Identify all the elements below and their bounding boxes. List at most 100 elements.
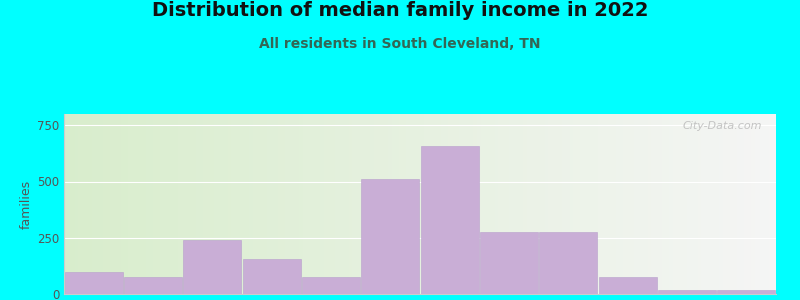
Bar xyxy=(754,114,758,294)
Bar xyxy=(430,114,434,294)
Y-axis label: families: families xyxy=(20,179,33,229)
Bar xyxy=(722,114,726,294)
Bar xyxy=(598,114,602,294)
Bar xyxy=(669,114,673,294)
Bar xyxy=(552,114,555,294)
Bar xyxy=(637,114,641,294)
Bar xyxy=(651,114,655,294)
Bar xyxy=(206,114,210,294)
Bar xyxy=(605,114,609,294)
Bar xyxy=(292,114,295,294)
Bar xyxy=(548,114,552,294)
Bar xyxy=(327,114,331,294)
Bar xyxy=(125,114,128,294)
Bar xyxy=(366,114,370,294)
Bar xyxy=(559,114,562,294)
Bar xyxy=(477,114,481,294)
Text: City-Data.com: City-Data.com xyxy=(682,121,762,131)
Bar xyxy=(338,114,342,294)
Bar xyxy=(391,114,395,294)
Bar xyxy=(285,114,288,294)
Bar xyxy=(388,114,391,294)
Bar xyxy=(423,114,427,294)
Bar xyxy=(370,114,374,294)
Bar xyxy=(449,114,452,294)
Bar xyxy=(362,179,419,294)
Bar xyxy=(146,114,150,294)
Bar xyxy=(683,114,687,294)
Bar xyxy=(474,114,477,294)
Bar xyxy=(410,114,413,294)
Bar xyxy=(398,114,402,294)
Bar xyxy=(235,114,238,294)
Bar xyxy=(766,114,769,294)
Bar xyxy=(609,114,612,294)
Bar xyxy=(698,114,702,294)
Bar xyxy=(712,114,715,294)
Bar xyxy=(539,232,598,294)
Bar xyxy=(182,114,185,294)
Bar xyxy=(734,114,737,294)
Bar xyxy=(288,114,292,294)
Bar xyxy=(523,114,527,294)
Bar xyxy=(641,114,644,294)
Bar xyxy=(260,114,263,294)
Bar xyxy=(331,114,334,294)
Bar xyxy=(445,114,449,294)
Bar xyxy=(378,114,381,294)
Bar xyxy=(160,114,164,294)
Bar xyxy=(395,114,398,294)
Bar xyxy=(470,114,474,294)
Bar xyxy=(310,114,314,294)
Bar xyxy=(67,114,71,294)
Bar xyxy=(718,290,775,294)
Bar xyxy=(253,114,256,294)
Bar xyxy=(680,114,683,294)
Bar xyxy=(263,114,267,294)
Bar xyxy=(538,114,541,294)
Bar xyxy=(302,277,360,294)
Bar xyxy=(481,114,484,294)
Bar xyxy=(74,114,78,294)
Bar xyxy=(438,114,442,294)
Bar xyxy=(334,114,338,294)
Bar xyxy=(751,114,754,294)
Bar xyxy=(562,114,566,294)
Bar xyxy=(747,114,751,294)
Bar xyxy=(374,114,378,294)
Bar xyxy=(210,114,214,294)
Bar xyxy=(598,277,657,294)
Bar xyxy=(86,114,89,294)
Bar xyxy=(442,114,445,294)
Bar xyxy=(281,114,285,294)
Bar xyxy=(591,114,594,294)
Bar xyxy=(203,114,206,294)
Bar xyxy=(417,114,420,294)
Bar xyxy=(406,114,410,294)
Bar xyxy=(687,114,690,294)
Bar xyxy=(132,114,135,294)
Bar xyxy=(513,114,516,294)
Bar xyxy=(78,114,82,294)
Bar xyxy=(462,114,466,294)
Bar xyxy=(402,114,406,294)
Bar xyxy=(702,114,705,294)
Bar xyxy=(192,114,196,294)
Bar xyxy=(270,114,274,294)
Bar xyxy=(93,114,96,294)
Bar xyxy=(577,114,580,294)
Bar xyxy=(737,114,740,294)
Bar xyxy=(602,114,605,294)
Bar xyxy=(346,114,349,294)
Bar xyxy=(420,114,423,294)
Bar xyxy=(256,114,260,294)
Bar xyxy=(278,114,281,294)
Bar xyxy=(676,114,680,294)
Bar xyxy=(494,114,498,294)
Bar xyxy=(150,114,153,294)
Bar xyxy=(502,114,506,294)
Bar xyxy=(673,114,676,294)
Bar xyxy=(658,114,662,294)
Bar xyxy=(762,114,766,294)
Bar xyxy=(306,114,310,294)
